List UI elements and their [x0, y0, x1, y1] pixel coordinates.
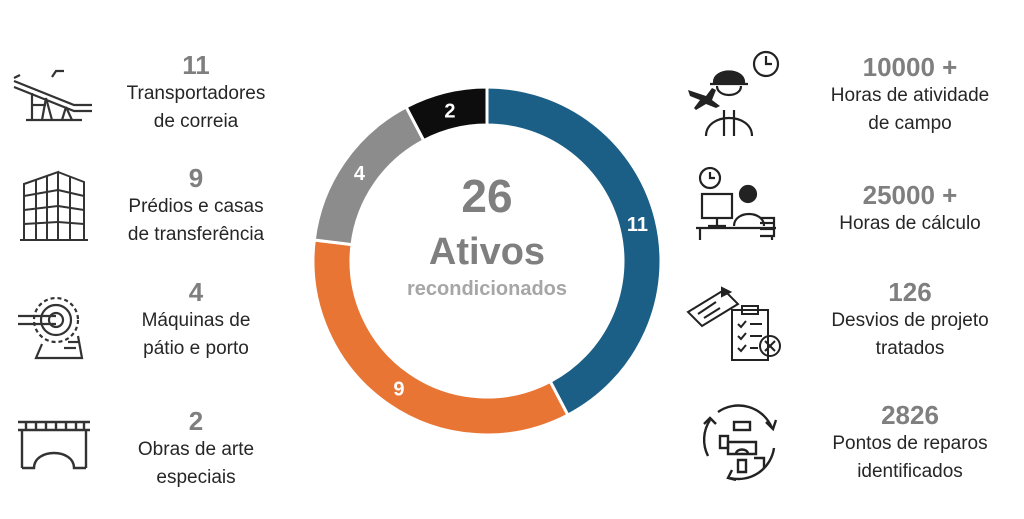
slice-machines-label: 4: [354, 163, 366, 185]
repair-cycle-icon: [702, 404, 778, 482]
desk-worker-icon: [696, 166, 776, 240]
stat-label-line2: especiais: [156, 467, 236, 488]
stat-deviations: 126 Desvios de projeto tratados: [800, 277, 1020, 363]
center-title: Ativos: [428, 231, 546, 273]
stat-label-line1: Horas de atividade: [830, 85, 990, 106]
bridge-icon: [18, 420, 90, 470]
center-subtitle: recondicionados: [406, 278, 568, 300]
stat-label-line1: Obras de arte: [137, 439, 255, 460]
stat-label-line1: Prédios e casas: [128, 196, 264, 217]
stat-number: 2826: [881, 400, 939, 430]
stat-label-line2: tratados: [875, 338, 945, 359]
stat-buildings: 9 Prédios e casas de transferência: [106, 163, 286, 249]
stat-number: 10000 +: [862, 52, 958, 82]
stat-conveyors: 11 Transportadores de correia: [106, 50, 286, 136]
slice-buildings-label: 9: [393, 379, 404, 401]
stat-label-line1: Transportadores: [126, 83, 266, 104]
stat-number: 2: [188, 406, 204, 436]
chart-center: 26 Ativos recondicionados: [372, 170, 602, 302]
stat-repair-points: 2826 Pontos de reparos identificados: [800, 400, 1020, 486]
stat-machines: 4 Máquinas de pátio e porto: [106, 277, 286, 363]
slice-conveyors: [485, 85, 663, 418]
slice-bridges: [404, 85, 489, 143]
stat-bridges: 2 Obras de arte especiais: [106, 406, 286, 492]
stat-number: 9: [188, 163, 204, 193]
stat-label-line2: de correia: [153, 111, 239, 132]
stat-label-line2: de transferência: [127, 224, 265, 245]
stat-label-line2: de campo: [868, 113, 952, 134]
stat-label-line2: identificados: [857, 461, 963, 482]
building-icon: [20, 170, 88, 241]
stat-label-line2: pátio e porto: [143, 338, 249, 359]
slice-bridges-label: 2: [444, 101, 455, 123]
stat-number: 126: [888, 277, 932, 307]
stat-number: 4: [188, 277, 204, 307]
stat-number: 25000 +: [862, 180, 958, 210]
stat-label-line1: Horas de cálculo: [839, 213, 981, 234]
stat-number: 11: [182, 50, 210, 80]
machine-icon: [18, 296, 84, 360]
stat-label-line1: Pontos de reparos: [832, 433, 988, 454]
stat-field-hours: 10000 + Horas de atividade de campo: [800, 52, 1020, 138]
stat-calc-hours: 25000 + Horas de cálculo: [800, 180, 1020, 238]
checklist-icon: [686, 286, 781, 361]
field-worker-icon: [688, 50, 780, 137]
total-assets-number: 26: [461, 170, 513, 222]
stat-label-line1: Máquinas de: [141, 310, 251, 331]
stat-label-line1: Desvios de projeto: [831, 310, 989, 331]
slice-conveyors-label: 11: [627, 214, 648, 236]
conveyor-icon: [13, 69, 92, 122]
